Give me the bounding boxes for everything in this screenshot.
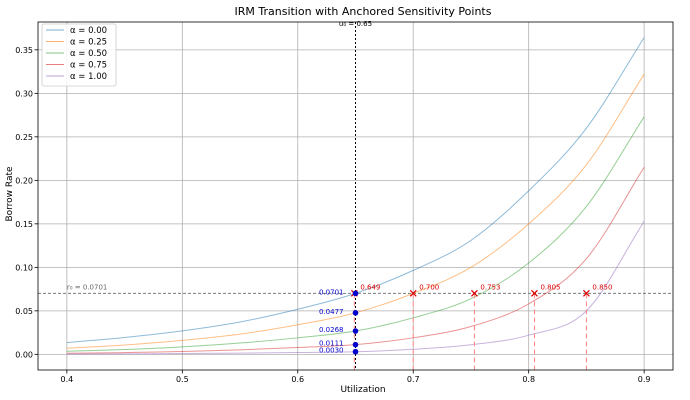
legend: α = 0.00 α = 0.25α = 0.50 α = 0.75α = 1.00 [41, 23, 117, 87]
series-line-1 [66, 73, 645, 349]
series-line-3 [66, 167, 645, 354]
anchor-label: 0.0111 [319, 340, 344, 348]
ticks: 0.4 0.5 0.6 0.7 0.8 0.9 0.00 0.05 0.10 0.15 0.20 0.… [15, 46, 650, 384]
x-tick-label: 0.4 [60, 375, 73, 384]
y-tick-label: 0.15 [15, 220, 33, 229]
x-tick-label: 0.5 [176, 375, 189, 384]
x-tick-label: 0.6 [291, 375, 304, 384]
legend-label-0: α = 0.00 [70, 26, 107, 36]
reference-lines: r₀ = 0.0701 u₀ = 0.65 [38, 20, 673, 370]
crossing-label: 0.850 [592, 283, 612, 291]
y-tick-label: 0.30 [15, 89, 33, 98]
x-tick-label: 0.8 [522, 375, 535, 384]
legend-label-3: α = 0.75 [70, 61, 107, 71]
crossing-label: 0.649 [360, 283, 380, 291]
crossing-label: 0.700 [419, 283, 439, 291]
chart-title: IRM Transition with Anchored Sensitivity… [235, 5, 492, 18]
crossing-marker [470, 289, 478, 297]
anchor-label: 0.0268 [319, 326, 344, 334]
y-tick-label: 0.05 [15, 307, 33, 316]
crossing-marker [409, 289, 417, 297]
anchor-marker [352, 290, 359, 297]
series-line-4 [66, 220, 645, 355]
series-line-2 [66, 116, 645, 352]
reference-utilization-label: u₀ = 0.65 [339, 20, 372, 28]
y-tick-label: 0.25 [15, 133, 33, 142]
crossing-label: 0.753 [480, 283, 500, 291]
markers: 0.649 0.700 0.753 0.805 0.850 0.0701 0.0477 0.0… [319, 283, 612, 370]
series-lines [66, 37, 645, 355]
reference-rate-label: r₀ = 0.0701 [67, 283, 108, 291]
crossing-marker [531, 289, 538, 297]
legend-label-4: α = 1.00 [70, 72, 107, 82]
y-tick-label: 0.35 [15, 46, 33, 55]
grid [38, 22, 673, 370]
x-axis-label: Utilization [340, 385, 385, 395]
y-tick-label: 0.10 [15, 263, 33, 272]
anchor-label: 0.0701 [319, 288, 344, 296]
legend-label-1: α = 0.25 [70, 38, 107, 48]
anchor-marker [352, 310, 359, 316]
anchor-marker [352, 341, 359, 348]
crossing-label: 0.805 [540, 283, 560, 291]
legend-frame [41, 23, 117, 87]
crossing-marker [582, 289, 590, 297]
x-tick-label: 0.7 [407, 375, 420, 384]
y-axis-label: Borrow Rate [5, 166, 15, 222]
legend-label-2: α = 0.50 [70, 49, 107, 59]
anchor-marker [352, 348, 359, 355]
anchor-label: 0.0030 [319, 347, 344, 355]
plot-frame [37, 21, 674, 371]
series-line-0 [66, 37, 645, 344]
anchor-label: 0.0477 [319, 308, 344, 316]
x-tick-label: 0.9 [638, 375, 651, 384]
y-tick-label: 0.20 [15, 176, 33, 185]
anchor-marker [352, 328, 359, 334]
y-tick-label: 0.00 [15, 350, 33, 359]
